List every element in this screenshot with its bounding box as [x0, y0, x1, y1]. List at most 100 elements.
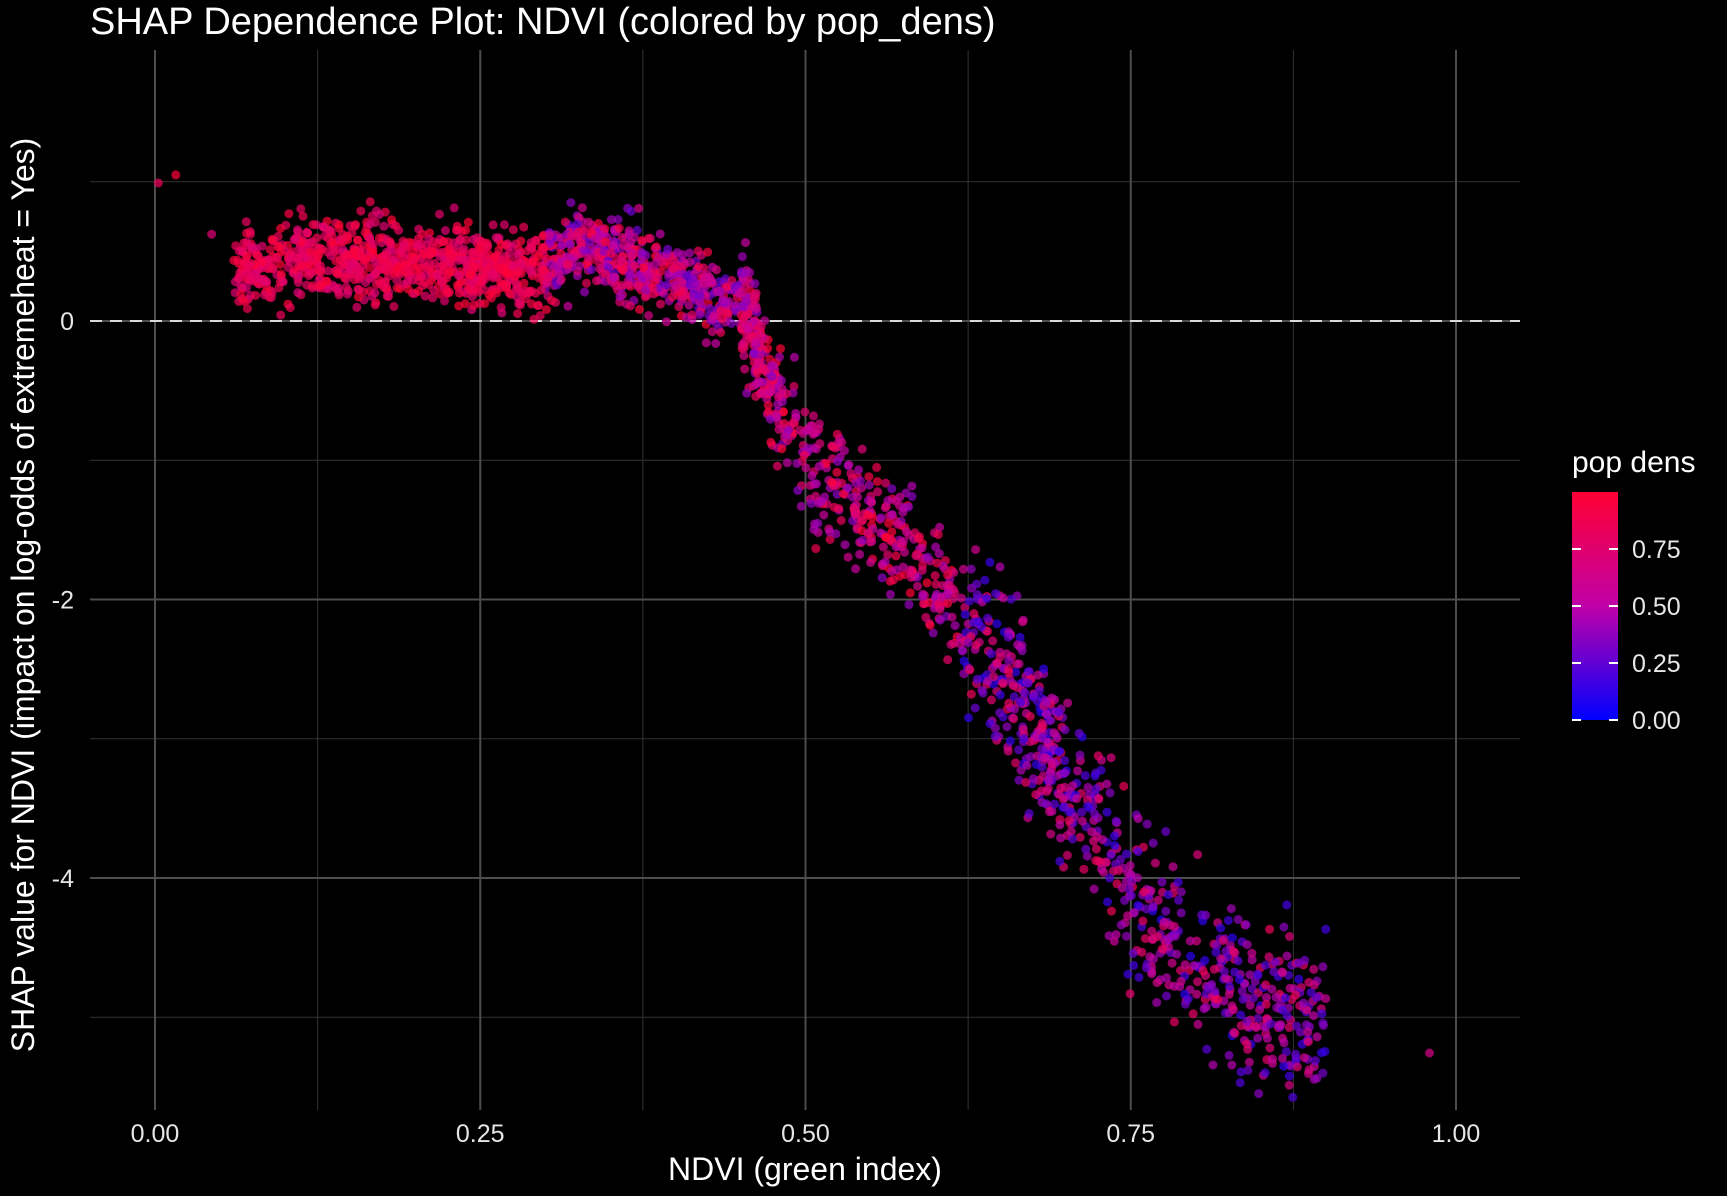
- scatter-point: [1024, 809, 1034, 818]
- scatter-point: [918, 592, 928, 601]
- scatter-point: [670, 256, 679, 266]
- scatter-point: [235, 268, 245, 278]
- scatter-point: [1236, 1010, 1246, 1020]
- scatter-point: [1316, 1048, 1326, 1058]
- scatter-point: [843, 483, 853, 493]
- scatter-point: [352, 302, 362, 312]
- scatter-point: [469, 262, 479, 272]
- scatter-point: [379, 221, 389, 231]
- scatter-point: [1133, 814, 1143, 824]
- scatter-point: [878, 542, 888, 552]
- scatter-point: [716, 328, 726, 337]
- scatter-point: [618, 265, 628, 275]
- scatter-point: [772, 412, 782, 422]
- scatter-point: [475, 248, 485, 258]
- scatter-point: [851, 478, 861, 488]
- x-tick-label: 0.00: [131, 1120, 180, 1148]
- scatter-point: [703, 247, 713, 257]
- scatter-point: [1094, 794, 1104, 803]
- scatter-point: [922, 578, 932, 588]
- scatter-point: [1183, 994, 1193, 1004]
- scatter-point: [990, 723, 1000, 733]
- scatter-point: [957, 646, 967, 656]
- scatter-point: [1230, 967, 1240, 977]
- scatter-point: [623, 280, 633, 290]
- scatter-point: [898, 562, 908, 572]
- scatter-point: [1023, 678, 1033, 688]
- scatter-point: [1193, 977, 1202, 987]
- scatter-point: [1318, 962, 1328, 972]
- scatter-point: [963, 638, 973, 648]
- scatter-point: [779, 407, 788, 417]
- scatter-point: [986, 649, 996, 659]
- scatter-point: [1123, 911, 1133, 921]
- scatter-point: [463, 217, 473, 227]
- scatter-point: [777, 384, 787, 394]
- scatter-point: [695, 310, 705, 320]
- scatter-point: [1133, 847, 1143, 856]
- scatter-point: [1093, 751, 1103, 761]
- scatter-point: [777, 444, 787, 454]
- scatter-point: [539, 243, 549, 253]
- scatter-point: [1024, 667, 1034, 677]
- scatter-point: [662, 317, 671, 327]
- scatter-point: [276, 247, 286, 257]
- scatter-point: [1075, 750, 1085, 760]
- scatter-point: [634, 203, 644, 213]
- scatter-point: [1312, 1032, 1322, 1042]
- scatter-point: [606, 248, 616, 258]
- scatter-point: [987, 695, 996, 705]
- scatter-point: [877, 573, 887, 583]
- scatter-point: [655, 229, 665, 239]
- scatter-point: [353, 235, 362, 245]
- scatter-point: [508, 225, 518, 235]
- scatter-point: [1033, 670, 1043, 680]
- scatter-point: [1270, 957, 1280, 967]
- scatter-point: [394, 261, 403, 271]
- scatter-point: [413, 240, 423, 250]
- scatter-point: [972, 590, 982, 599]
- scatter-point: [1133, 901, 1143, 910]
- scatter-point: [408, 247, 418, 257]
- scatter-point: [1282, 951, 1292, 961]
- scatter-point: [1004, 656, 1014, 666]
- scatter-point: [323, 233, 333, 243]
- scatter-point: [788, 418, 798, 428]
- scatter-point: [1163, 890, 1173, 900]
- scatter-point: [1164, 935, 1174, 945]
- scatter-point: [355, 266, 365, 276]
- scatter-point: [776, 376, 786, 386]
- scatter-point: [324, 284, 334, 294]
- scatter-point: [1105, 788, 1115, 798]
- scatter-point: [1284, 1022, 1294, 1032]
- scatter-point: [905, 565, 915, 575]
- scatter-point: [821, 459, 831, 469]
- scatter-point: [707, 327, 717, 337]
- scatter-point: [525, 288, 534, 298]
- scatter-point: [1140, 934, 1150, 944]
- scatter-point: [435, 289, 445, 299]
- scatter-point: [334, 283, 343, 293]
- scatter-point: [153, 178, 163, 188]
- scatter-point: [590, 234, 600, 244]
- scatter-point: [1225, 982, 1234, 992]
- scatter-point: [1180, 960, 1190, 970]
- scatter-point: [813, 518, 823, 528]
- scatter-point: [995, 562, 1005, 572]
- x-tick-label: 0.50: [781, 1120, 830, 1148]
- scatter-point: [1210, 986, 1220, 996]
- scatter-point: [265, 245, 275, 255]
- scatter-point: [765, 387, 775, 397]
- scatter-point: [1213, 994, 1223, 1004]
- scatter-point: [1004, 667, 1014, 677]
- scatter-point: [330, 247, 340, 257]
- scatter-point: [1148, 934, 1158, 944]
- scatter-point: [863, 510, 873, 520]
- scatter-point: [1310, 1056, 1320, 1066]
- scatter-point: [649, 289, 659, 299]
- scatter-point: [273, 231, 283, 241]
- y-axis-label: SHAP value for NDVI (impact on log-odds …: [5, 138, 41, 1053]
- scatter-point: [372, 206, 382, 216]
- scatter-point: [827, 477, 837, 487]
- scatter-point: [1317, 1009, 1327, 1019]
